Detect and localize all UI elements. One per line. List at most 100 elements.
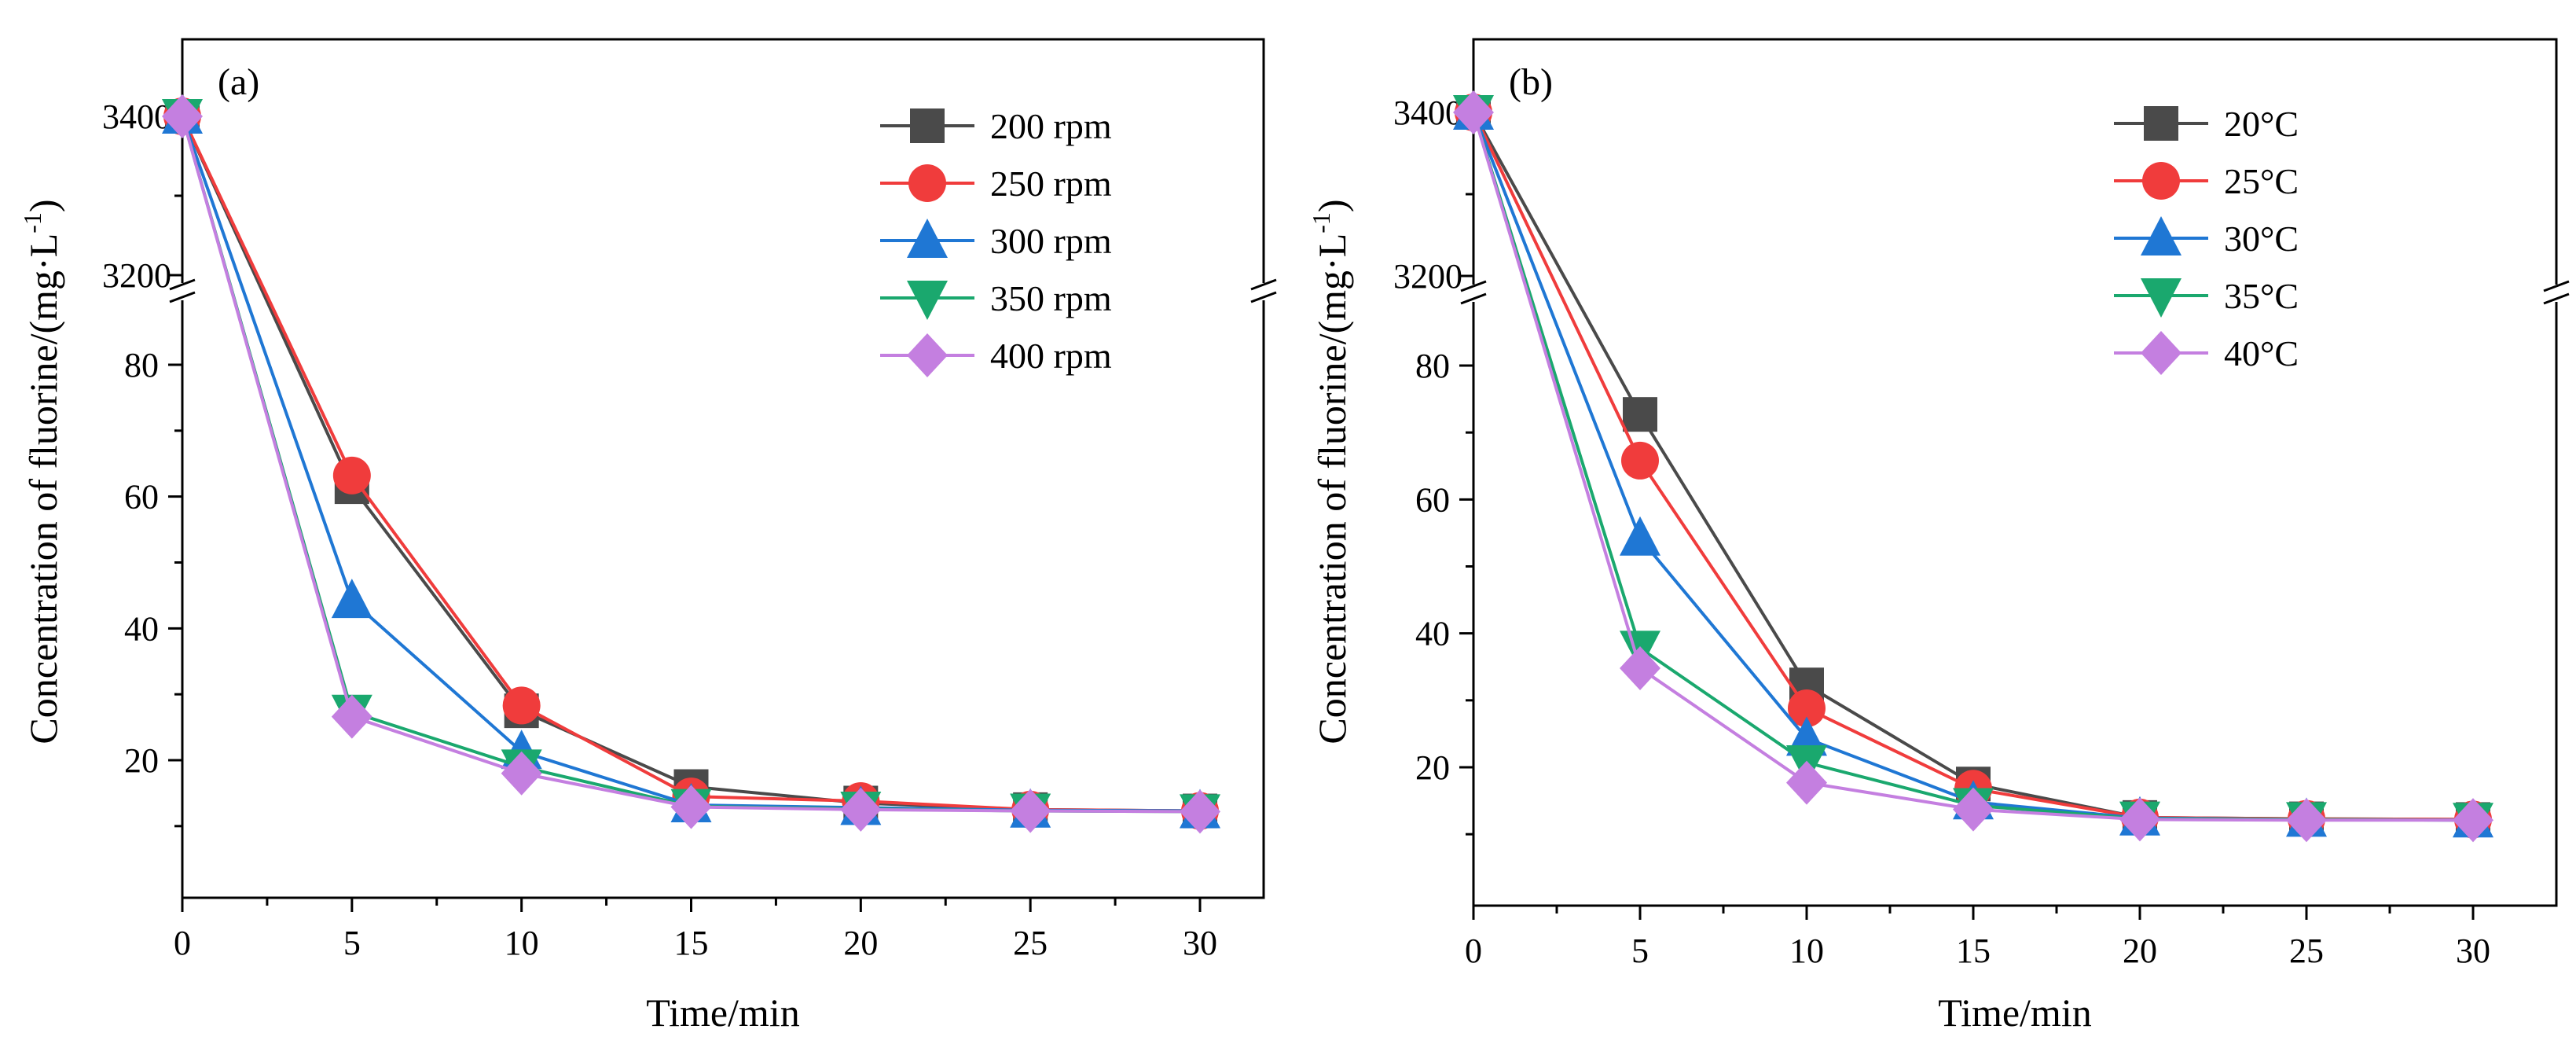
legend-marker bbox=[2144, 106, 2178, 141]
series-2 bbox=[162, 94, 1220, 829]
series-4 bbox=[1453, 90, 2493, 843]
legend-item: 40°C bbox=[2114, 331, 2299, 375]
chart-panel-b: 0 5 10 15 20 25 30 20 40 60 80 3200 3400 Time/min Conc… bbox=[1307, 38, 2570, 1035]
legend-label: 400 rpm bbox=[990, 336, 1112, 376]
panel-label: (a) bbox=[218, 61, 259, 103]
axis-break-mark bbox=[2543, 280, 2570, 292]
legend-label: 20°C bbox=[2224, 104, 2299, 144]
legend: 20°C 25°C 30°C 35°C 40°C bbox=[2114, 104, 2299, 375]
x-tick-label: 15 bbox=[674, 924, 709, 962]
y-tick-label: 3400 bbox=[1393, 94, 1462, 132]
y-tick-label: 3400 bbox=[102, 97, 171, 136]
data-point bbox=[1623, 397, 1657, 432]
legend-marker bbox=[2141, 278, 2182, 318]
legend-item: 400 rpm bbox=[880, 333, 1112, 377]
data-point bbox=[1180, 789, 1220, 834]
data-point bbox=[1620, 516, 1660, 556]
series-2 bbox=[1453, 90, 2493, 838]
legend-item: 30°C bbox=[2114, 216, 2299, 259]
axis-break-mark bbox=[1460, 292, 1487, 305]
axis-break-mark bbox=[1250, 278, 1277, 291]
data-point bbox=[1453, 90, 1494, 134]
series-1 bbox=[163, 97, 1219, 830]
x-tick-label: 10 bbox=[1789, 932, 1824, 970]
axis-break-mark bbox=[2543, 292, 2570, 305]
y-tick-label: 20 bbox=[124, 741, 159, 780]
series-3 bbox=[1453, 95, 2493, 843]
legend-label: 350 rpm bbox=[990, 278, 1112, 318]
legend-marker bbox=[908, 164, 946, 202]
y-tick-label: 3200 bbox=[102, 256, 171, 295]
x-tick-label: 0 bbox=[174, 924, 191, 962]
y-axis-title-main: Concentration of fluorine/(mg·L bbox=[21, 233, 65, 744]
y-tick-label: 3200 bbox=[1393, 257, 1462, 296]
y-axis-title: Concentration of fluorine/(mg·L-1) bbox=[18, 199, 65, 744]
x-axis-title: Time/min bbox=[1938, 991, 2091, 1035]
x-tick-label: 5 bbox=[343, 924, 361, 962]
data-point bbox=[1621, 441, 1659, 480]
legend-label: 40°C bbox=[2224, 333, 2299, 373]
series-3 bbox=[162, 99, 1220, 834]
data-point bbox=[1010, 789, 1051, 833]
data-point bbox=[162, 94, 203, 138]
axis-break-mark bbox=[169, 291, 196, 303]
legend-label: 25°C bbox=[2224, 161, 2299, 201]
x-tick-label: 30 bbox=[1183, 924, 1217, 962]
y-axis-title-superscript: -1 bbox=[1307, 212, 1335, 233]
plot-frame bbox=[181, 38, 1265, 899]
legend-item: 300 rpm bbox=[880, 219, 1112, 261]
y-axis-title: Concentration of fluorine/(mg·L-1) bbox=[1307, 199, 1354, 744]
data-point bbox=[332, 456, 371, 494]
legend-label: 35°C bbox=[2224, 276, 2299, 316]
chart-panel-a: 0 5 10 15 20 25 30 20 40 60 80 3200 3400 Time/min Conc… bbox=[18, 38, 1277, 1035]
series-0 bbox=[165, 99, 1217, 829]
data-point bbox=[1786, 760, 1827, 805]
data-point bbox=[2286, 798, 2327, 843]
data-point bbox=[2119, 797, 2160, 842]
legend-marker bbox=[910, 108, 945, 143]
y-axis-title-close: ) bbox=[1310, 199, 1354, 212]
x-tick-label: 20 bbox=[843, 924, 878, 962]
x-tick-label: 25 bbox=[1013, 924, 1048, 962]
x-tick-label: 25 bbox=[2289, 932, 2324, 970]
x-tick-label: 5 bbox=[1631, 932, 1649, 970]
y-tick-label: 60 bbox=[124, 478, 159, 516]
x-tick-label: 15 bbox=[1956, 932, 1991, 970]
legend: 200 rpm 250 rpm 300 rpm 350 rpm 400 rpm bbox=[880, 106, 1112, 377]
x-axis-title: Time/min bbox=[646, 991, 799, 1035]
axis-break-mark bbox=[1250, 291, 1277, 303]
axis-break-mark bbox=[1460, 280, 1487, 292]
data-point bbox=[670, 785, 712, 829]
legend-item: 25°C bbox=[2114, 161, 2299, 201]
x-tick-label: 30 bbox=[2456, 932, 2490, 970]
x-tick-label: 20 bbox=[2123, 932, 2157, 970]
plot-frame bbox=[1472, 38, 2558, 907]
legend-item: 200 rpm bbox=[880, 106, 1112, 146]
y-tick-label: 80 bbox=[1415, 347, 1450, 385]
x-tick-label: 10 bbox=[505, 924, 539, 962]
legend-label: 30°C bbox=[2224, 219, 2299, 259]
data-point bbox=[501, 751, 542, 796]
data-point bbox=[2453, 798, 2493, 843]
data-point bbox=[1953, 787, 1994, 832]
data-point bbox=[840, 787, 882, 832]
legend-marker bbox=[2142, 162, 2180, 200]
y-tick-label: 40 bbox=[124, 609, 159, 648]
legend-item: 20°C bbox=[2114, 104, 2299, 144]
y-axis-title-main: Concentration of fluorine/(mg·L bbox=[1310, 233, 1354, 744]
legend-label: 250 rpm bbox=[990, 164, 1112, 204]
legend-item: 350 rpm bbox=[880, 278, 1112, 320]
legend-label: 300 rpm bbox=[990, 221, 1112, 261]
legend-marker bbox=[907, 281, 948, 320]
y-axis-title-close: ) bbox=[21, 199, 65, 212]
data-point bbox=[1788, 689, 1826, 728]
panel-label: (b) bbox=[1509, 61, 1553, 103]
y-tick-label: 40 bbox=[1415, 615, 1450, 653]
axis-break-mark bbox=[169, 278, 196, 291]
data-point bbox=[502, 686, 541, 725]
legend-item: 35°C bbox=[2114, 276, 2299, 318]
legend-marker bbox=[907, 333, 948, 377]
legend-marker bbox=[907, 219, 948, 258]
legend-label: 200 rpm bbox=[990, 106, 1112, 146]
data-point bbox=[331, 694, 372, 739]
